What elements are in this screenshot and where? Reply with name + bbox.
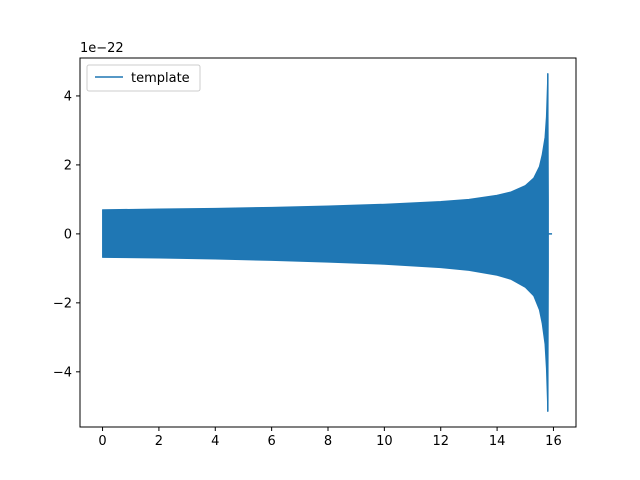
y-tick-label: −4 [53, 365, 72, 380]
y-tick-label: 4 [64, 89, 72, 104]
legend-box [86, 64, 201, 92]
y-tick-label: −2 [53, 296, 72, 311]
x-tick-label: 2 [155, 434, 163, 449]
series-template-envelope [102, 73, 549, 412]
x-tick-label: 8 [324, 434, 332, 449]
y-tick-label: 0 [64, 227, 72, 242]
x-tick-label: 12 [432, 434, 449, 449]
y-offset-text: 1e−22 [80, 41, 124, 56]
x-tick-label: 4 [211, 434, 219, 449]
x-tick-label: 0 [98, 434, 106, 449]
x-axis: 0 2 4 6 8 10 12 14 16 [98, 427, 562, 449]
y-axis: −4 −2 0 2 4 [53, 89, 80, 380]
legend-label-template: template [131, 71, 190, 86]
x-tick-label: 6 [267, 434, 275, 449]
x-tick-label: 14 [489, 434, 506, 449]
plot-area [102, 73, 553, 412]
x-tick-label: 10 [376, 434, 393, 449]
legend: template [86, 64, 201, 92]
y-tick-label: 2 [64, 158, 72, 173]
x-tick-label: 16 [545, 434, 562, 449]
